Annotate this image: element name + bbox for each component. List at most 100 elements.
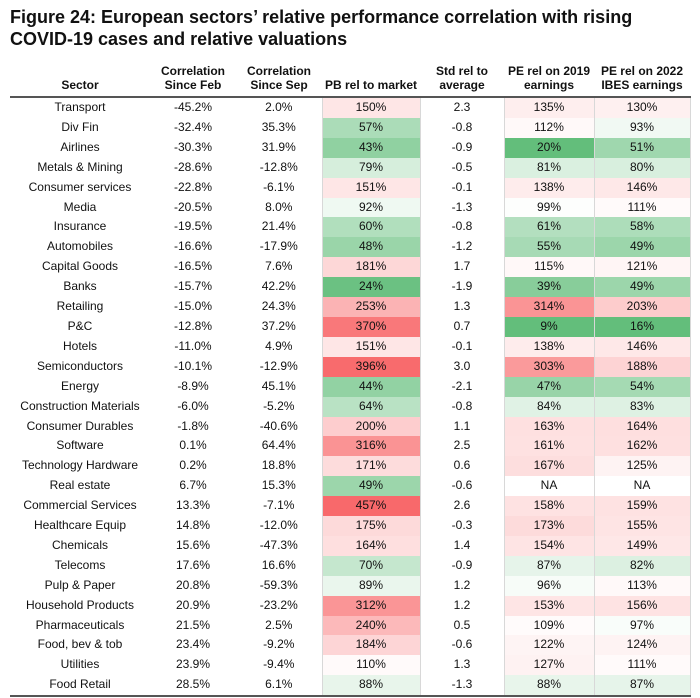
cell-corr-sep: -47.3% <box>259 537 298 552</box>
cell-pe-2019: 9% <box>503 316 595 337</box>
table-row: Metals & Mining -28.6% -12.8% 79% -0.5 81% 80% <box>10 157 691 178</box>
table-row: Technology Hardware 0.2% 18.8% 171% 0.6 167% 1… <box>10 456 691 477</box>
cell-pe-2022: 82% <box>593 555 691 576</box>
cell-pe-2022: 130% <box>593 97 691 118</box>
cell-pe-2022: 83% <box>593 396 691 417</box>
cell-corr-sep: -23.2% <box>259 597 298 612</box>
cell-corr-feb: -28.6% <box>173 159 213 174</box>
cell-pb: 70% <box>321 555 421 576</box>
cell-pe-2019: 127% <box>503 655 595 676</box>
header-std: Std rel to average <box>420 55 504 98</box>
cell-pb: 200% <box>321 416 421 437</box>
cell-corr-sep: 6.1% <box>236 675 322 698</box>
cell-sector: Retailing <box>56 299 104 314</box>
cell-std: 2.3 <box>453 100 471 114</box>
cell-corr-sep: -5.2% <box>263 398 295 413</box>
cell-std: -0.5 <box>451 159 473 174</box>
cell-corr-feb: -6.0% <box>177 398 209 413</box>
header-corr-sep: Correlation Since Sep <box>236 55 322 98</box>
cell-corr-sep: -12.9% <box>259 358 298 373</box>
cell-pe-2019: 158% <box>503 496 595 517</box>
cell-sector: Food Retail <box>10 675 150 698</box>
figure-title: Figure 24: European sectors’ relative pe… <box>10 7 633 49</box>
table-row: P&C -12.8% 37.2% 370% 0.7 9% 16% <box>10 316 691 337</box>
cell-corr-feb: -8.9% <box>177 378 209 393</box>
cell-pe-2019: 153% <box>503 595 595 616</box>
cell-pe-2022: 54% <box>593 376 691 397</box>
cell-pe-2022: 164% <box>593 416 691 437</box>
cell-sector: Pharmaceuticals <box>35 617 125 632</box>
cell-pe-2019: 96% <box>503 575 595 596</box>
cell-pb: 312% <box>321 595 421 616</box>
cell-std: -0.8 <box>451 219 473 234</box>
cell-corr-feb: 0.1% <box>179 438 207 453</box>
table-row: Media -20.5% 8.0% 92% -1.3 99% 111% <box>10 197 691 218</box>
cell-pb: 240% <box>321 615 421 636</box>
cell-sector: Insurance <box>53 219 107 234</box>
table-row: Telecoms 17.6% 16.6% 70% -0.9 87% 82% <box>10 555 691 576</box>
cell-corr-feb: -16.6% <box>173 239 213 254</box>
cell-corr-feb: 20.8% <box>175 577 211 592</box>
cell-pb: 79% <box>321 157 421 178</box>
cell-std: 2.5 <box>453 438 471 453</box>
cell-corr-feb: -12.8% <box>173 318 213 333</box>
cell-pe-2022: 146% <box>593 336 691 357</box>
cell-pe-2019: 55% <box>503 237 595 258</box>
cell-pe-2022: 111% <box>593 197 691 218</box>
cell-pe-2019: 135% <box>503 97 595 118</box>
cell-std: -1.2 <box>451 239 473 254</box>
cell-pe-2022: 93% <box>593 117 691 138</box>
cell-std: 3.0 <box>453 358 471 373</box>
cell-corr-sep: 4.9% <box>265 338 293 353</box>
cell-pe-2019: 20% <box>503 137 595 158</box>
cell-sector: Healthcare Equip <box>33 518 127 533</box>
cell-std: 1.7 <box>453 259 471 274</box>
cell-pe-2022: 16% <box>593 316 691 337</box>
table-row: Pulp & Paper 20.8% -59.3% 89% 1.2 96% 113% <box>10 575 691 596</box>
cell-pe-2019: NA <box>503 476 595 497</box>
table-row: Semiconductors -10.1% -12.9% 396% 3.0 303% 188… <box>10 356 691 377</box>
cell-corr-feb: 6.7% <box>179 478 207 493</box>
cell-std: 1.2 <box>453 597 471 612</box>
cell-corr-sep: -6.1% <box>263 179 295 194</box>
cell-pe-2019: 167% <box>503 456 595 477</box>
cell-corr-sep: -7.1% <box>263 498 295 513</box>
cell-std: 1.4 <box>453 537 471 552</box>
cell-corr-feb: 23.9% <box>175 657 211 672</box>
cell-corr-sep: -9.2% <box>263 637 295 652</box>
cell-pe-2022: 58% <box>593 217 691 238</box>
cell-pe-2022: 125% <box>593 456 691 477</box>
cell-pe-2022: 159% <box>593 496 691 517</box>
header-pe-2019: PE rel on 2019 earnings <box>504 55 594 98</box>
cell-std: -0.8 <box>451 119 473 134</box>
cell-pe-2019: 138% <box>503 336 595 357</box>
cell-corr-sep: -17.9% <box>259 239 298 254</box>
cell-pe-2022: NA <box>593 476 691 497</box>
cell-pb: 110% <box>321 655 421 676</box>
cell-pe-2022: 121% <box>593 257 691 278</box>
cell-corr-sep: -12.0% <box>259 518 298 533</box>
cell-sector: Pulp & Paper <box>44 577 116 592</box>
cell-corr-sep: 2.0% <box>265 100 293 114</box>
table-row: Airlines -30.3% 31.9% 43% -0.9 20% 51% <box>10 137 691 158</box>
table-row: Hotels -11.0% 4.9% 151% -0.1 138% 146% <box>10 336 691 357</box>
cell-pe-2022: 124% <box>593 635 691 656</box>
cell-std: 1.1 <box>453 418 471 433</box>
cell-pe-2019: 115% <box>503 257 595 278</box>
cell-std: -0.9 <box>451 139 473 154</box>
cell-pe-2022: 111% <box>593 655 691 676</box>
cell-sector: Div Fin <box>61 119 99 134</box>
cell-corr-feb: -15.0% <box>173 299 213 314</box>
cell-std: -0.1 <box>451 338 473 353</box>
cell-pb: 43% <box>321 137 421 158</box>
table-row: Pharmaceuticals 21.5% 2.5% 240% 0.5 109% 97% <box>10 615 691 636</box>
table-row: Chemicals 15.6% -47.3% 164% 1.4 154% 149% <box>10 535 691 556</box>
cell-std: -1.3 <box>420 675 504 698</box>
cell-sector: Technology Hardware <box>21 458 139 473</box>
cell-pe-2022: 155% <box>593 516 691 536</box>
header-corr-feb: Correlation Since Feb <box>150 55 236 98</box>
cell-pe-2019: 47% <box>503 376 595 397</box>
cell-corr-sep: -59.3% <box>259 577 298 592</box>
cell-pe-2019: 81% <box>503 157 595 178</box>
cell-pb: 184% <box>321 635 421 656</box>
